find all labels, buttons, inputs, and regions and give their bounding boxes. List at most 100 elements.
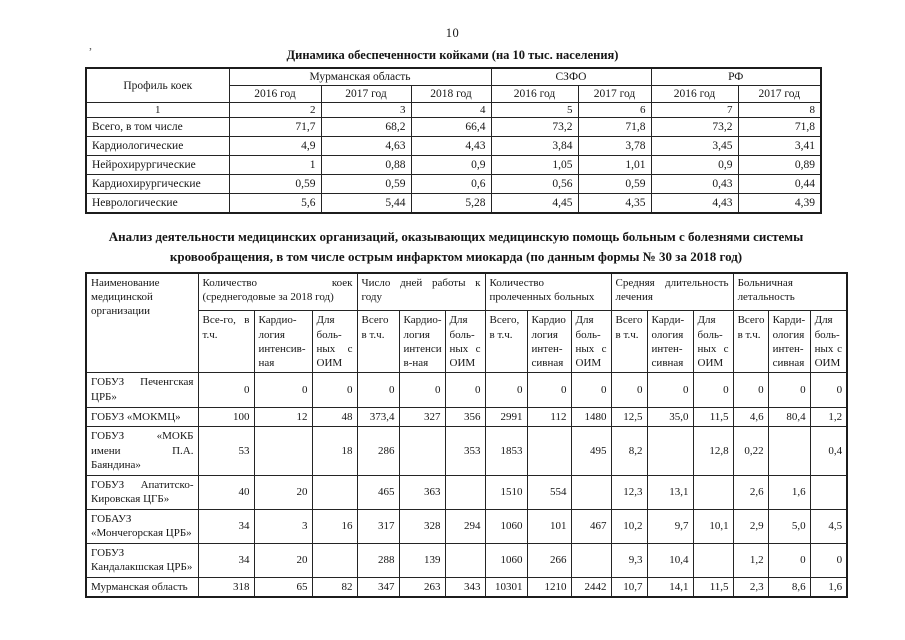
column-subheader: Всего в т.ч. [732, 310, 769, 374]
hospital-value-cell: 12 [253, 406, 313, 428]
bed-value-cell: 0,88 [320, 155, 412, 175]
hospital-row: ГОБУЗ Печенгская ЦРБ» 0 0 0 0 0 0 0 0 0 0 0 0 0 0 0 [85, 372, 848, 408]
hospital-value-cell: 0 [646, 372, 694, 408]
bed-value-cell: 0,89 [737, 155, 822, 175]
hospital-value-cell: 14,1 [646, 576, 694, 598]
hospital-value-cell: 328 [398, 508, 446, 544]
bed-value-cell: 4,43 [650, 193, 739, 213]
hospital-value-cell: 16 [311, 508, 358, 544]
bed-value-cell: 4,43 [410, 136, 492, 156]
column-group-szfo: СЗФО [490, 67, 652, 86]
hospitals-table-title: Анализ деятельности медицинских организа… [108, 228, 804, 264]
hospital-value-cell: 1510 [484, 474, 528, 510]
bed-value-cell: 3,84 [490, 136, 579, 156]
hospital-value-cell: 327 [398, 406, 446, 428]
hospital-value-cell: 288 [356, 542, 400, 578]
hospital-value-cell: 317 [356, 508, 400, 544]
hospital-value-cell: 112 [526, 406, 572, 428]
column-group-bed-count: Количество коек (среднегодовые за 2018 г… [197, 272, 358, 312]
hospitals-table-body: ГОБУЗ Печенгская ЦРБ» 0 0 0 0 0 0 0 0 0 0 0 0 0 0 0 ГОБУ… [85, 372, 848, 598]
hospital-value-cell: 266 [526, 542, 572, 578]
column-subheader: Карди-ология интен-сивная [767, 310, 811, 374]
column-header-year: 2017 год [320, 85, 412, 103]
bed-profile-label: Неврологические [85, 193, 230, 213]
hospitals-activity-table: Наименование медицинской организации Кол… [85, 271, 849, 599]
hospital-value-cell: 1060 [484, 542, 528, 578]
hospital-value-cell [311, 474, 358, 510]
column-subheader: Всего в т.ч. [610, 310, 648, 374]
hospital-value-cell: 0 [809, 372, 848, 408]
hospital-value-cell: 465 [356, 474, 400, 510]
organization-name: ГОБУЗ Апатитско-Кировская ЦГБ» [85, 474, 199, 510]
hospital-value-cell [767, 426, 811, 476]
hospital-value-cell: 11,5 [692, 576, 734, 598]
hospital-value-cell [253, 426, 313, 476]
hospital-value-cell: 35,0 [646, 406, 694, 428]
beds-table-row: Кардиологические 4,9 4,63 4,43 3,84 3,78 3,45 3… [85, 136, 822, 156]
hospital-value-cell: 1,2 [809, 406, 848, 428]
organization-name: ГОБАУЗ «Мончегорская ЦРБ» [85, 508, 199, 544]
hospital-value-cell: 353 [444, 426, 486, 476]
column-number: 6 [577, 102, 652, 118]
bed-value-cell: 0,6 [410, 174, 492, 194]
hospital-value-cell: 2,6 [732, 474, 769, 510]
hospital-value-cell: 34 [197, 542, 255, 578]
bed-value-cell: 0,59 [228, 174, 322, 194]
hospital-value-cell: 0 [484, 372, 528, 408]
hospital-value-cell: 18 [311, 426, 358, 476]
column-subheader: Для боль-ных с ОИМ [311, 310, 358, 374]
column-subheader: Для боль-ных с ОИМ [570, 310, 612, 374]
bed-value-cell: 71,8 [577, 117, 652, 137]
group-header-row: Наименование медицинской организации Кол… [85, 272, 848, 374]
hospital-value-cell: 0 [356, 372, 400, 408]
hospital-value-cell [398, 426, 446, 476]
hospital-value-cell: 294 [444, 508, 486, 544]
hospital-value-cell [692, 474, 734, 510]
hospital-value-cell: 0 [444, 372, 486, 408]
hospital-value-cell: 8,6 [767, 576, 811, 598]
bed-value-cell: 0,59 [577, 174, 652, 194]
subheader-row: Все-го, в т.ч. Кардио-логия интенсив-ная Д… [86, 310, 848, 374]
hospital-value-cell: 0 [253, 372, 313, 408]
hospital-value-cell: 13,1 [646, 474, 694, 510]
hospital-value-cell: 12,5 [610, 406, 648, 428]
bed-value-cell: 5,6 [228, 193, 322, 213]
hospital-value-cell [570, 542, 612, 578]
hospital-value-cell [570, 474, 612, 510]
hospital-value-cell: 4,5 [809, 508, 848, 544]
hospital-value-cell: 0 [197, 372, 255, 408]
hospital-value-cell: 82 [311, 576, 358, 598]
column-number: 3 [320, 102, 412, 118]
beds-table-row: Нейрохирургические 1 0,88 0,9 1,05 1,01 0,9 0,8… [85, 155, 822, 175]
bed-value-cell: 4,9 [228, 136, 322, 156]
hospital-value-cell: 0 [311, 372, 358, 408]
column-header-year: 2016 год [228, 85, 322, 103]
column-subheader: Для боль-ных с ОИМ [692, 310, 734, 374]
column-header-year: 2017 год [577, 85, 652, 103]
organization-name: ГОБУЗ «МОКМЦ» [85, 406, 199, 428]
hospital-value-cell [311, 542, 358, 578]
hospital-value-cell: 65 [253, 576, 313, 598]
bed-value-cell: 3,78 [577, 136, 652, 156]
column-number: 7 [650, 102, 739, 118]
hospital-value-cell: 4,6 [732, 406, 769, 428]
column-number: 8 [737, 102, 822, 118]
hospital-value-cell [809, 474, 848, 510]
column-subheader: Всего, в т.ч. [484, 310, 528, 374]
hospital-value-cell: 5,0 [767, 508, 811, 544]
hospital-value-cell: 12,3 [610, 474, 648, 510]
bed-value-cell: 0,9 [650, 155, 739, 175]
years-header-row: 2016 год 2017 год 2018 год 2016 год 2017… [86, 85, 822, 103]
hospital-row: ГОБУЗ «МОКМЦ» 100 12 48 373,4 327 356 2991 112 14… [85, 406, 848, 428]
hospital-row: ГОБУЗ Кандалакшская ЦРБ» 34 20 288 139 1060 26… [85, 542, 848, 578]
bed-profile-label: Всего, в том числе [85, 117, 230, 137]
scan-artifact-mark: , [89, 38, 92, 52]
organization-name: ГОБУЗ Печенгская ЦРБ» [85, 372, 199, 408]
beds-table-row: Кардиохирургические 0,59 0,59 0,6 0,56 0,59 0,… [85, 174, 822, 194]
hospital-value-cell: 0,22 [732, 426, 769, 476]
bed-value-cell: 73,2 [490, 117, 579, 137]
hospital-value-cell: 10,1 [692, 508, 734, 544]
bed-value-cell: 3,45 [650, 136, 739, 156]
column-number: 1 [85, 102, 230, 118]
column-number: 5 [490, 102, 579, 118]
